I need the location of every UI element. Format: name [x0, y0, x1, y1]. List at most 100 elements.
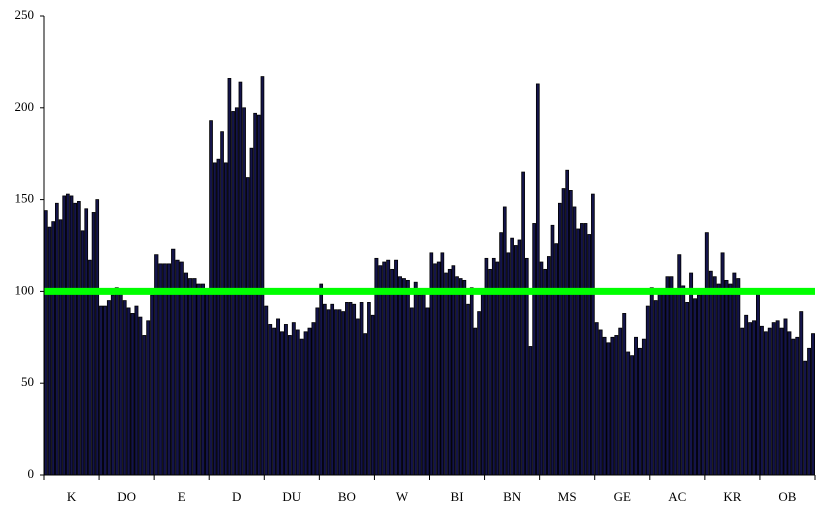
bar: [755, 290, 760, 476]
y-tick-label: 200: [15, 99, 35, 114]
bar: [204, 290, 210, 476]
bar: [451, 265, 456, 476]
bar: [134, 305, 139, 476]
bar: [256, 114, 261, 476]
y-tick-label: 50: [21, 374, 34, 389]
y-tick-label: 100: [15, 282, 35, 297]
bar: [771, 322, 776, 476]
bar: [212, 162, 217, 476]
bar: [200, 283, 205, 476]
y-tick-label: 150: [15, 191, 35, 206]
bar: [653, 300, 658, 476]
bar: [348, 302, 353, 476]
bar: [80, 230, 85, 476]
x-tick-label: OB: [778, 489, 796, 504]
bar: [299, 338, 304, 476]
bar: [433, 263, 437, 476]
bar: [326, 309, 331, 476]
bar: [728, 283, 733, 476]
bar: [356, 318, 360, 476]
bar: [799, 311, 804, 476]
bar: [311, 322, 316, 476]
bar: [47, 226, 52, 476]
bar: [693, 298, 697, 476]
bar: [245, 177, 250, 476]
bar: [543, 268, 547, 476]
bar: [618, 327, 623, 476]
x-tick-label: K: [67, 489, 77, 504]
bar: [291, 322, 296, 476]
bar: [363, 333, 368, 476]
bar: [583, 223, 588, 476]
bar: [55, 202, 59, 476]
x-tick-label: E: [178, 489, 186, 504]
bar: [196, 283, 201, 476]
bar: [696, 294, 701, 476]
bar: [319, 283, 324, 476]
bar: [677, 254, 682, 476]
bar: [763, 331, 768, 476]
bar: [337, 309, 342, 476]
bar: [775, 320, 780, 476]
bar: [73, 202, 78, 476]
bar: [554, 243, 559, 476]
bar: [84, 208, 89, 476]
bar: [95, 199, 100, 476]
bar: [724, 279, 729, 476]
bar: [645, 305, 650, 476]
bar: [587, 234, 592, 476]
bar: [303, 331, 308, 476]
bar: [69, 195, 74, 476]
bar: [315, 307, 320, 476]
bar: [398, 276, 402, 476]
bar: [264, 305, 269, 476]
bar: [330, 303, 335, 476]
bar: [409, 307, 414, 476]
bar: [142, 335, 147, 476]
bar: [649, 287, 654, 476]
y-tick-label: 0: [28, 466, 35, 481]
bar: [130, 313, 135, 476]
x-tick-label: W: [396, 489, 409, 504]
bar: [499, 232, 503, 476]
bar: [458, 278, 463, 476]
bar: [744, 314, 749, 476]
bar: [580, 223, 584, 476]
bar: [626, 351, 631, 476]
x-tick-label: BI: [451, 489, 464, 504]
bar: [787, 331, 792, 476]
bar: [166, 263, 172, 476]
bar: [276, 318, 281, 476]
bar: [535, 83, 540, 476]
bar: [521, 171, 525, 476]
bar: [158, 263, 163, 476]
bar: [154, 254, 159, 476]
bar: [401, 278, 406, 476]
bar: [795, 336, 800, 476]
bar: [477, 311, 481, 476]
bar: [528, 346, 533, 476]
x-tick-label: D: [232, 489, 241, 504]
bar: [630, 355, 635, 476]
bar: [712, 276, 717, 476]
x-tick-label: MS: [558, 489, 577, 504]
bar: [466, 303, 470, 476]
bar: [510, 237, 514, 476]
bar: [634, 336, 638, 476]
bar: [413, 281, 418, 476]
bar: [334, 309, 338, 476]
bar: [359, 302, 364, 476]
bar: [473, 327, 478, 476]
bar: [122, 300, 127, 476]
bar: [783, 318, 788, 476]
bar: [216, 158, 221, 476]
bar: [106, 300, 111, 476]
bar: [803, 360, 808, 476]
bar: [345, 302, 349, 476]
bar: [220, 131, 224, 476]
bar: [126, 307, 131, 476]
bar: [444, 272, 448, 476]
bar: [480, 290, 485, 476]
x-tick-label: GE: [614, 489, 631, 504]
bar: [700, 289, 705, 476]
